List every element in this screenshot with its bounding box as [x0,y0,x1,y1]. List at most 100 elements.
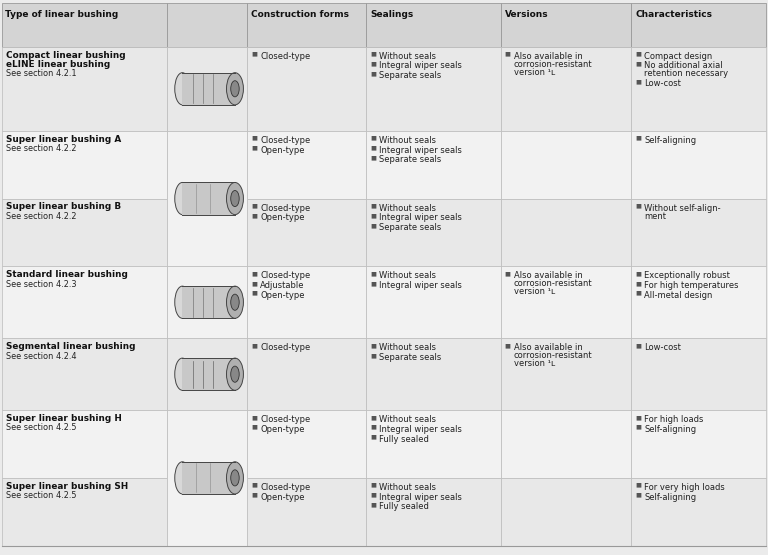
FancyBboxPatch shape [631,199,766,266]
FancyBboxPatch shape [167,47,247,131]
Text: Low-cost: Low-cost [644,79,681,88]
Ellipse shape [175,73,190,105]
Text: Closed-type: Closed-type [260,204,310,213]
Text: eLINE linear bushing: eLINE linear bushing [6,60,111,69]
Text: Without seals: Without seals [379,271,436,280]
Text: Closed-type: Closed-type [260,136,310,145]
FancyBboxPatch shape [366,410,501,478]
FancyBboxPatch shape [366,3,501,47]
Text: ■: ■ [370,343,376,348]
Text: Closed-type: Closed-type [260,52,310,60]
Text: Super linear bushing SH: Super linear bushing SH [6,482,128,491]
FancyBboxPatch shape [167,131,247,266]
Text: ■: ■ [635,79,641,84]
Ellipse shape [230,190,239,206]
Text: corrosion-resistant: corrosion-resistant [514,351,592,360]
Text: Without seals: Without seals [379,415,436,424]
FancyBboxPatch shape [631,338,766,410]
FancyBboxPatch shape [182,183,232,215]
FancyBboxPatch shape [2,3,167,47]
Text: ■: ■ [635,493,641,498]
Text: Separate seals: Separate seals [379,71,442,80]
Ellipse shape [230,470,239,486]
Text: Low-cost: Low-cost [644,343,681,352]
Text: Without seals: Without seals [379,52,436,60]
Text: ■: ■ [370,136,376,141]
Text: Super linear bushing H: Super linear bushing H [6,414,122,423]
FancyBboxPatch shape [366,131,501,199]
Text: ■: ■ [370,145,376,150]
Ellipse shape [227,183,243,215]
Text: Sealings: Sealings [370,10,413,19]
Text: Super linear bushing A: Super linear bushing A [6,135,121,144]
FancyBboxPatch shape [167,266,247,338]
Text: Also available in: Also available in [514,52,583,60]
Ellipse shape [227,286,243,319]
FancyBboxPatch shape [631,3,766,47]
Text: Integral wiper seals: Integral wiper seals [379,62,462,70]
Text: ■: ■ [370,281,376,286]
Text: Compact design: Compact design [644,52,713,60]
Text: ■: ■ [251,271,257,276]
Text: Integral wiper seals: Integral wiper seals [379,213,462,222]
FancyBboxPatch shape [247,478,366,546]
FancyBboxPatch shape [247,266,366,338]
Ellipse shape [175,286,190,319]
Text: See section 4.2.2: See section 4.2.2 [6,212,77,221]
Ellipse shape [175,358,190,390]
Text: version ¹ʟ: version ¹ʟ [514,68,555,77]
Text: ■: ■ [635,291,641,296]
Ellipse shape [227,358,243,390]
FancyBboxPatch shape [2,478,167,546]
Text: ■: ■ [370,155,376,160]
Text: ■: ■ [635,204,641,209]
Text: ■: ■ [370,353,376,358]
Text: ■: ■ [635,136,641,141]
FancyBboxPatch shape [631,131,766,199]
Ellipse shape [227,462,243,494]
Text: corrosion-resistant: corrosion-resistant [514,279,592,288]
FancyBboxPatch shape [501,47,631,131]
Text: Without self-align-: Without self-align- [644,204,721,213]
Text: Also available in: Also available in [514,343,583,352]
Text: ■: ■ [635,425,641,430]
FancyBboxPatch shape [631,47,766,131]
Text: Integral wiper seals: Integral wiper seals [379,425,462,434]
Text: Type of linear bushing: Type of linear bushing [5,10,118,19]
FancyBboxPatch shape [247,47,366,131]
Text: ■: ■ [251,291,257,296]
Text: Without seals: Without seals [379,136,436,145]
Text: ■: ■ [251,415,257,420]
FancyBboxPatch shape [366,47,501,131]
FancyBboxPatch shape [182,358,232,390]
Text: Separate seals: Separate seals [379,155,442,164]
Text: Open-type: Open-type [260,291,305,300]
Text: All-metal design: All-metal design [644,291,713,300]
FancyBboxPatch shape [631,410,766,478]
Text: See section 4.2.1: See section 4.2.1 [6,69,77,78]
Text: ■: ■ [370,71,376,76]
Text: ■: ■ [370,415,376,420]
Text: ■: ■ [370,493,376,498]
FancyBboxPatch shape [182,73,232,105]
Text: Characteristics: Characteristics [635,10,712,19]
Text: ■: ■ [635,415,641,420]
FancyBboxPatch shape [2,266,167,338]
FancyBboxPatch shape [182,462,232,494]
FancyBboxPatch shape [501,266,631,338]
Ellipse shape [175,462,190,494]
Ellipse shape [230,80,239,97]
Text: ■: ■ [251,425,257,430]
Text: Adjustable: Adjustable [260,281,305,290]
Text: ■: ■ [505,343,511,348]
FancyBboxPatch shape [247,3,366,47]
Text: Segmental linear bushing: Segmental linear bushing [6,342,136,351]
FancyBboxPatch shape [631,478,766,546]
Ellipse shape [175,183,190,215]
FancyBboxPatch shape [366,478,501,546]
FancyBboxPatch shape [501,199,631,266]
Text: ment: ment [644,211,667,220]
FancyBboxPatch shape [167,3,247,47]
Text: retention necessary: retention necessary [644,69,729,78]
Text: Closed-type: Closed-type [260,343,310,352]
